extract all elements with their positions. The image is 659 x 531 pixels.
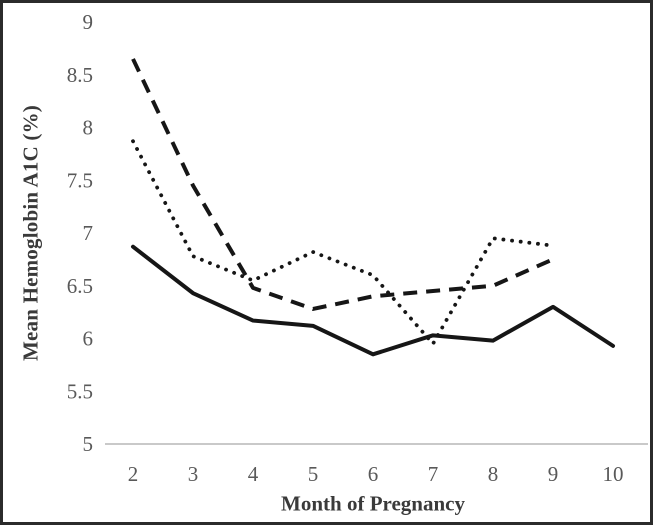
series-lines: [131, 58, 615, 357]
x-tick-label: 7: [428, 462, 439, 486]
x-axis-tick-labels: 2 3 4 5 6 7 8 9 10: [128, 462, 624, 486]
series-line-dashed: [131, 58, 554, 311]
x-tick-label: 3: [188, 462, 199, 486]
x-tick-label: 10: [603, 462, 624, 486]
y-tick-label: 5: [83, 432, 94, 456]
y-tick-label: 7.5: [67, 168, 93, 192]
y-tick-label: 5.5: [67, 379, 93, 403]
x-axis-title: Month of Pregnancy: [281, 491, 465, 516]
x-tick-label: 9: [548, 462, 559, 486]
y-tick-label: 9: [83, 10, 94, 34]
y-axis-title: Mean Hemoglobin A1C (%): [18, 104, 43, 362]
x-tick-label: 5: [308, 462, 319, 486]
x-tick-label: 2: [128, 462, 139, 486]
y-tick-label: 8: [83, 116, 94, 140]
x-tick-label: 8: [488, 462, 499, 486]
series-line-solid: [131, 244, 615, 357]
y-tick-label: 7: [83, 221, 94, 245]
y-axis-tick-labels: 5 5.5 6 6.5 7 7.5 8 8.5 9: [67, 10, 93, 456]
x-tick-label: 6: [368, 462, 379, 486]
series-line-dotted: [131, 139, 555, 346]
y-tick-label: 6: [83, 327, 94, 351]
y-tick-label: 6.5: [67, 274, 93, 298]
y-tick-label: 8.5: [67, 63, 93, 87]
x-tick-label: 4: [248, 462, 259, 486]
